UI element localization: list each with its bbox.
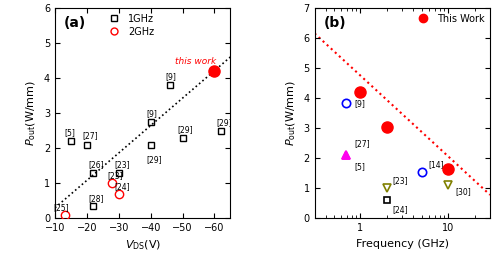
Y-axis label: $P_{\mathrm{out}}$(W/mm): $P_{\mathrm{out}}$(W/mm) <box>24 80 38 146</box>
Text: [14]: [14] <box>428 160 444 169</box>
Text: (b): (b) <box>324 16 346 30</box>
Text: [9]: [9] <box>165 73 176 82</box>
Text: [26]: [26] <box>88 160 104 169</box>
Text: [9]: [9] <box>354 99 365 108</box>
Legend: This Work: This Work <box>412 13 485 25</box>
X-axis label: Frequency (GHz): Frequency (GHz) <box>356 239 449 249</box>
Text: [24]: [24] <box>392 205 408 214</box>
Text: [25]: [25] <box>54 203 70 212</box>
Text: [23]: [23] <box>114 160 130 169</box>
Text: [5]: [5] <box>354 162 365 171</box>
Text: [29]: [29] <box>178 125 194 134</box>
Y-axis label: $P_{\mathrm{out}}$(W/mm): $P_{\mathrm{out}}$(W/mm) <box>284 80 298 146</box>
Text: [29]: [29] <box>146 155 162 164</box>
Text: [27]: [27] <box>354 139 370 148</box>
Text: [5]: [5] <box>65 128 76 137</box>
Text: [23]: [23] <box>392 176 408 185</box>
X-axis label: $V_{\mathrm{DS}}$(V): $V_{\mathrm{DS}}$(V) <box>124 239 161 252</box>
Text: this work: this work <box>174 57 216 66</box>
Text: [24]: [24] <box>114 182 130 191</box>
Text: [29]: [29] <box>216 118 232 127</box>
Legend: 1GHz, 2GHz: 1GHz, 2GHz <box>104 13 155 38</box>
Text: [23]: [23] <box>108 171 123 180</box>
Text: (a): (a) <box>64 16 86 30</box>
Text: [30]: [30] <box>455 187 471 196</box>
Text: [9]: [9] <box>146 109 157 118</box>
Text: [28]: [28] <box>88 194 104 203</box>
Text: [27]: [27] <box>82 132 98 140</box>
